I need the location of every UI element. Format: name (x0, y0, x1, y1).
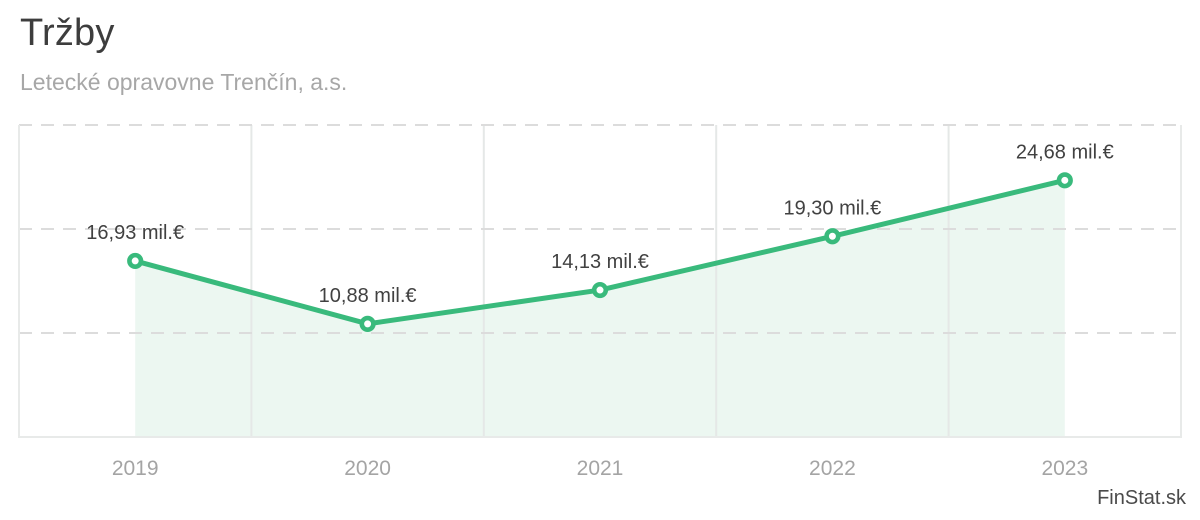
area-fill (135, 180, 1065, 437)
data-point-marker-2019[interactable] (127, 252, 144, 270)
x-axis-label-2020: 2020 (344, 457, 391, 480)
x-axis-label-2023: 2023 (1041, 457, 1088, 480)
data-point-marker-2020[interactable] (359, 315, 376, 332)
x-axis-label-2021: 2021 (577, 457, 624, 480)
finstat-watermark: FinStat.sk (1097, 487, 1186, 509)
data-point-marker-2023[interactable] (1056, 172, 1073, 189)
data-point-marker-2021[interactable] (591, 281, 609, 299)
data-point-marker-2022[interactable] (824, 228, 841, 245)
x-axis-label-2022: 2022 (809, 457, 856, 480)
plot-border (18, 125, 1182, 438)
data-point-label-2022: 19,30 mil.€ (783, 197, 881, 219)
data-point-label-2023: 24,68 mil.€ (1016, 141, 1114, 163)
chart-subtitle: Letecké opravovne Trenčín, a.s. (20, 69, 348, 95)
chart-title: Tržby (20, 12, 115, 54)
data-point-label-2019: 16,93 mil.€ (86, 222, 184, 244)
data-point-label-2020: 10,88 mil.€ (319, 285, 417, 307)
data-point-label-2021: 14,13 mil.€ (551, 251, 649, 273)
x-axis-label-2019: 2019 (112, 457, 159, 480)
